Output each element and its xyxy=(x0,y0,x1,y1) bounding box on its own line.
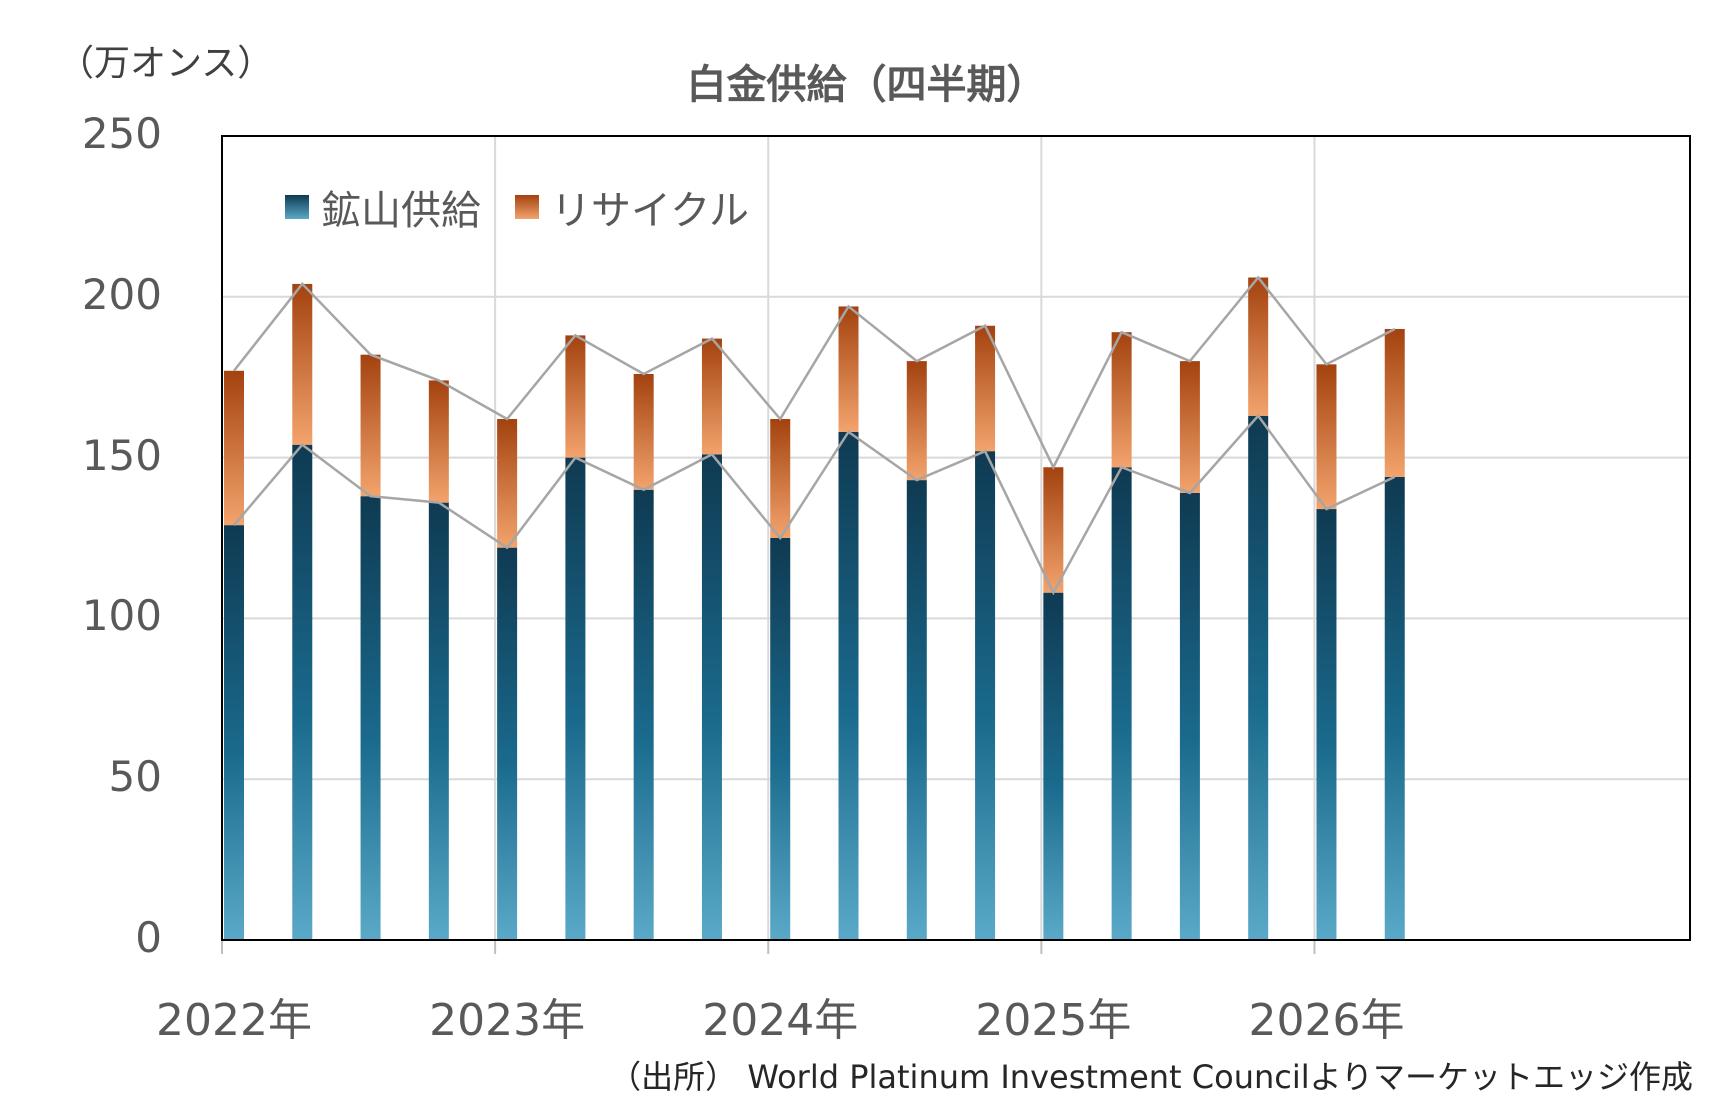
bar-mine xyxy=(701,454,722,940)
legend-item-mine: 鉱山供給 xyxy=(285,178,481,236)
bar-recycle xyxy=(565,335,586,458)
bar-mine xyxy=(1248,415,1269,940)
bar-mine xyxy=(975,451,996,940)
bar-mine xyxy=(770,538,791,940)
legend-swatch-mine xyxy=(285,195,309,219)
bar-mine xyxy=(565,457,586,940)
bar-recycle xyxy=(292,283,313,445)
bar-recycle xyxy=(497,419,518,548)
bar-recycle xyxy=(360,354,381,497)
bar-recycle xyxy=(1248,277,1269,416)
bar-recycle xyxy=(906,361,927,481)
legend-label-recycle: リサイクル xyxy=(551,188,749,234)
legend-item-recycle: リサイクル xyxy=(515,178,749,236)
bar-mine xyxy=(1179,492,1200,940)
bar-mine xyxy=(428,502,449,940)
legend-swatch-recycle xyxy=(515,195,539,219)
plot-frame xyxy=(221,135,1691,941)
bar-mine xyxy=(633,489,654,940)
y-unit-label: （万オンス） xyxy=(58,43,274,84)
bar-mine xyxy=(292,444,313,940)
y-tick-label: 200 xyxy=(81,269,162,319)
bar-recycle xyxy=(224,370,244,526)
bar-recycle xyxy=(428,380,449,503)
x-tick-label: 2024年 xyxy=(702,995,859,1046)
bar-mine xyxy=(497,547,518,940)
bar-mine xyxy=(1384,476,1405,940)
x-tick-label: 2023年 xyxy=(429,995,586,1046)
bar-mine xyxy=(838,431,859,940)
bar-recycle xyxy=(1316,364,1337,510)
bar-recycle xyxy=(1043,467,1064,593)
bar-mine xyxy=(1043,592,1064,940)
bar-recycle xyxy=(1111,332,1132,468)
bar-recycle xyxy=(633,373,654,490)
y-tick-label: 0 xyxy=(135,913,162,962)
bar-mine xyxy=(360,496,381,940)
x-tick-label: 2022年 xyxy=(156,995,312,1046)
chart-title: 白金供給（四半期） xyxy=(686,62,1047,108)
y-tick-label: 50 xyxy=(108,752,162,802)
legend-label-mine: 鉱山供給 xyxy=(321,188,481,234)
x-tick-label: 2025年 xyxy=(975,995,1132,1046)
series-line-total xyxy=(233,275,1396,471)
bar-recycle xyxy=(770,419,791,538)
legend: 鉱山供給 リサイクル xyxy=(285,178,783,236)
bar-mine xyxy=(906,480,927,940)
bar-mine xyxy=(1111,467,1132,940)
series-line-mine xyxy=(233,413,1396,596)
bar-recycle xyxy=(1179,361,1200,493)
bar-recycle xyxy=(975,325,996,452)
bar-recycle xyxy=(838,306,859,432)
x-tick-label: 2026年 xyxy=(1248,995,1405,1046)
source-note: （出所） World Platinum Investment Councilより… xyxy=(609,1058,1693,1096)
y-tick-label: 250 xyxy=(81,109,162,158)
bar-mine xyxy=(224,525,244,940)
y-tick-label: 150 xyxy=(81,430,162,480)
y-tick-label: 100 xyxy=(81,591,162,641)
bar-recycle xyxy=(1384,328,1405,477)
bar-recycle xyxy=(701,338,722,455)
bar-mine xyxy=(1316,509,1337,940)
